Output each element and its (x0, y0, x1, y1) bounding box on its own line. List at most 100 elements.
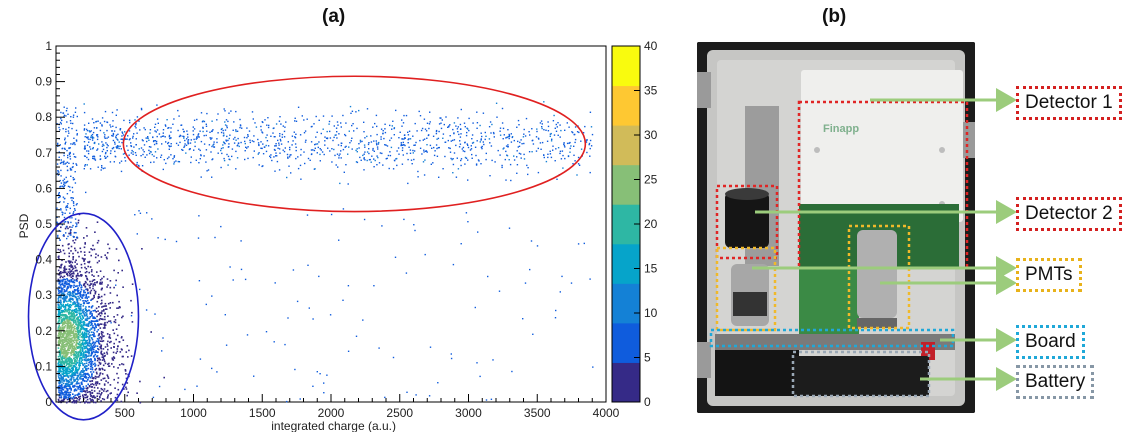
data-point (93, 289, 96, 292)
data-point (59, 387, 61, 390)
data-point (71, 319, 74, 322)
pmt-right-base (857, 318, 897, 328)
data-point (86, 355, 89, 358)
data-point (73, 322, 75, 324)
data-point (98, 367, 101, 370)
data-point (90, 248, 92, 250)
data-point (325, 137, 328, 139)
data-point (73, 284, 75, 287)
data-point (60, 329, 63, 331)
data-point (66, 278, 68, 280)
data-point (70, 311, 73, 314)
data-point (62, 376, 64, 378)
data-point (98, 343, 101, 345)
colorbar-tick-label: 10 (644, 306, 658, 320)
data-point (57, 321, 60, 323)
data-point (209, 131, 211, 133)
data-point (87, 261, 89, 263)
data-point (351, 137, 353, 139)
data-point (86, 283, 89, 286)
data-point (475, 163, 478, 165)
data-point (57, 370, 59, 373)
data-point (246, 147, 248, 149)
data-point (76, 371, 78, 374)
data-point (177, 144, 180, 146)
data-point (149, 129, 152, 131)
data-point (74, 339, 76, 341)
colorbar-segment (612, 362, 640, 403)
data-point (421, 153, 423, 155)
data-point (60, 370, 63, 373)
data-point (68, 332, 70, 335)
data-point (471, 142, 474, 144)
data-point (91, 373, 93, 375)
data-point (90, 321, 92, 323)
data-point (205, 161, 207, 163)
data-point (58, 332, 60, 335)
data-point (104, 157, 107, 159)
scatter-points-layer (56, 101, 594, 404)
data-point (109, 392, 111, 395)
data-point (74, 371, 76, 373)
data-point (62, 369, 65, 372)
data-point (389, 124, 391, 127)
data-point (68, 255, 70, 258)
data-point (97, 358, 100, 360)
data-point (164, 136, 166, 138)
data-point (102, 368, 104, 371)
data-point (67, 135, 69, 137)
y-axis-ticks: 00.10.20.30.40.50.60.70.80.91 (35, 39, 65, 409)
data-point (236, 145, 238, 147)
data-point (61, 211, 63, 213)
data-point (73, 353, 75, 356)
data-point (109, 337, 112, 339)
data-point (513, 155, 515, 157)
data-point (57, 328, 60, 330)
data-point (64, 325, 67, 327)
data-point (128, 349, 130, 352)
data-point (69, 212, 71, 214)
data-point (226, 135, 228, 138)
data-point (93, 335, 95, 337)
data-point (73, 366, 75, 368)
pmt-right-highlight-box (847, 224, 911, 330)
data-point (141, 248, 143, 250)
data-point (229, 266, 231, 268)
data-point (70, 273, 72, 276)
data-point (96, 134, 98, 136)
data-point (344, 146, 346, 148)
data-point (347, 153, 349, 155)
data-point (485, 158, 487, 161)
data-point (227, 164, 229, 166)
data-point (323, 382, 325, 384)
data-point (203, 155, 205, 157)
data-point (65, 368, 67, 371)
data-point (135, 122, 137, 125)
data-point (61, 259, 63, 262)
data-point (359, 156, 361, 159)
data-point (68, 396, 70, 399)
data-point (70, 359, 72, 362)
data-point (82, 333, 84, 335)
data-point (522, 136, 525, 138)
data-point (588, 143, 590, 146)
data-point (262, 165, 264, 167)
data-point (583, 242, 585, 245)
data-point (156, 157, 158, 159)
data-point (118, 364, 121, 366)
data-point (72, 323, 74, 326)
colorbar-tick-label: 15 (644, 262, 658, 276)
data-point (71, 342, 74, 345)
data-point (74, 305, 76, 308)
data-point (586, 151, 588, 154)
data-point (138, 120, 140, 122)
data-point (63, 366, 66, 368)
data-point (81, 294, 83, 296)
data-point (68, 387, 71, 390)
data-point (68, 345, 70, 347)
data-point (84, 331, 86, 334)
data-point (59, 339, 61, 342)
data-point (95, 320, 98, 322)
data-point (220, 149, 222, 152)
data-point (423, 118, 426, 120)
